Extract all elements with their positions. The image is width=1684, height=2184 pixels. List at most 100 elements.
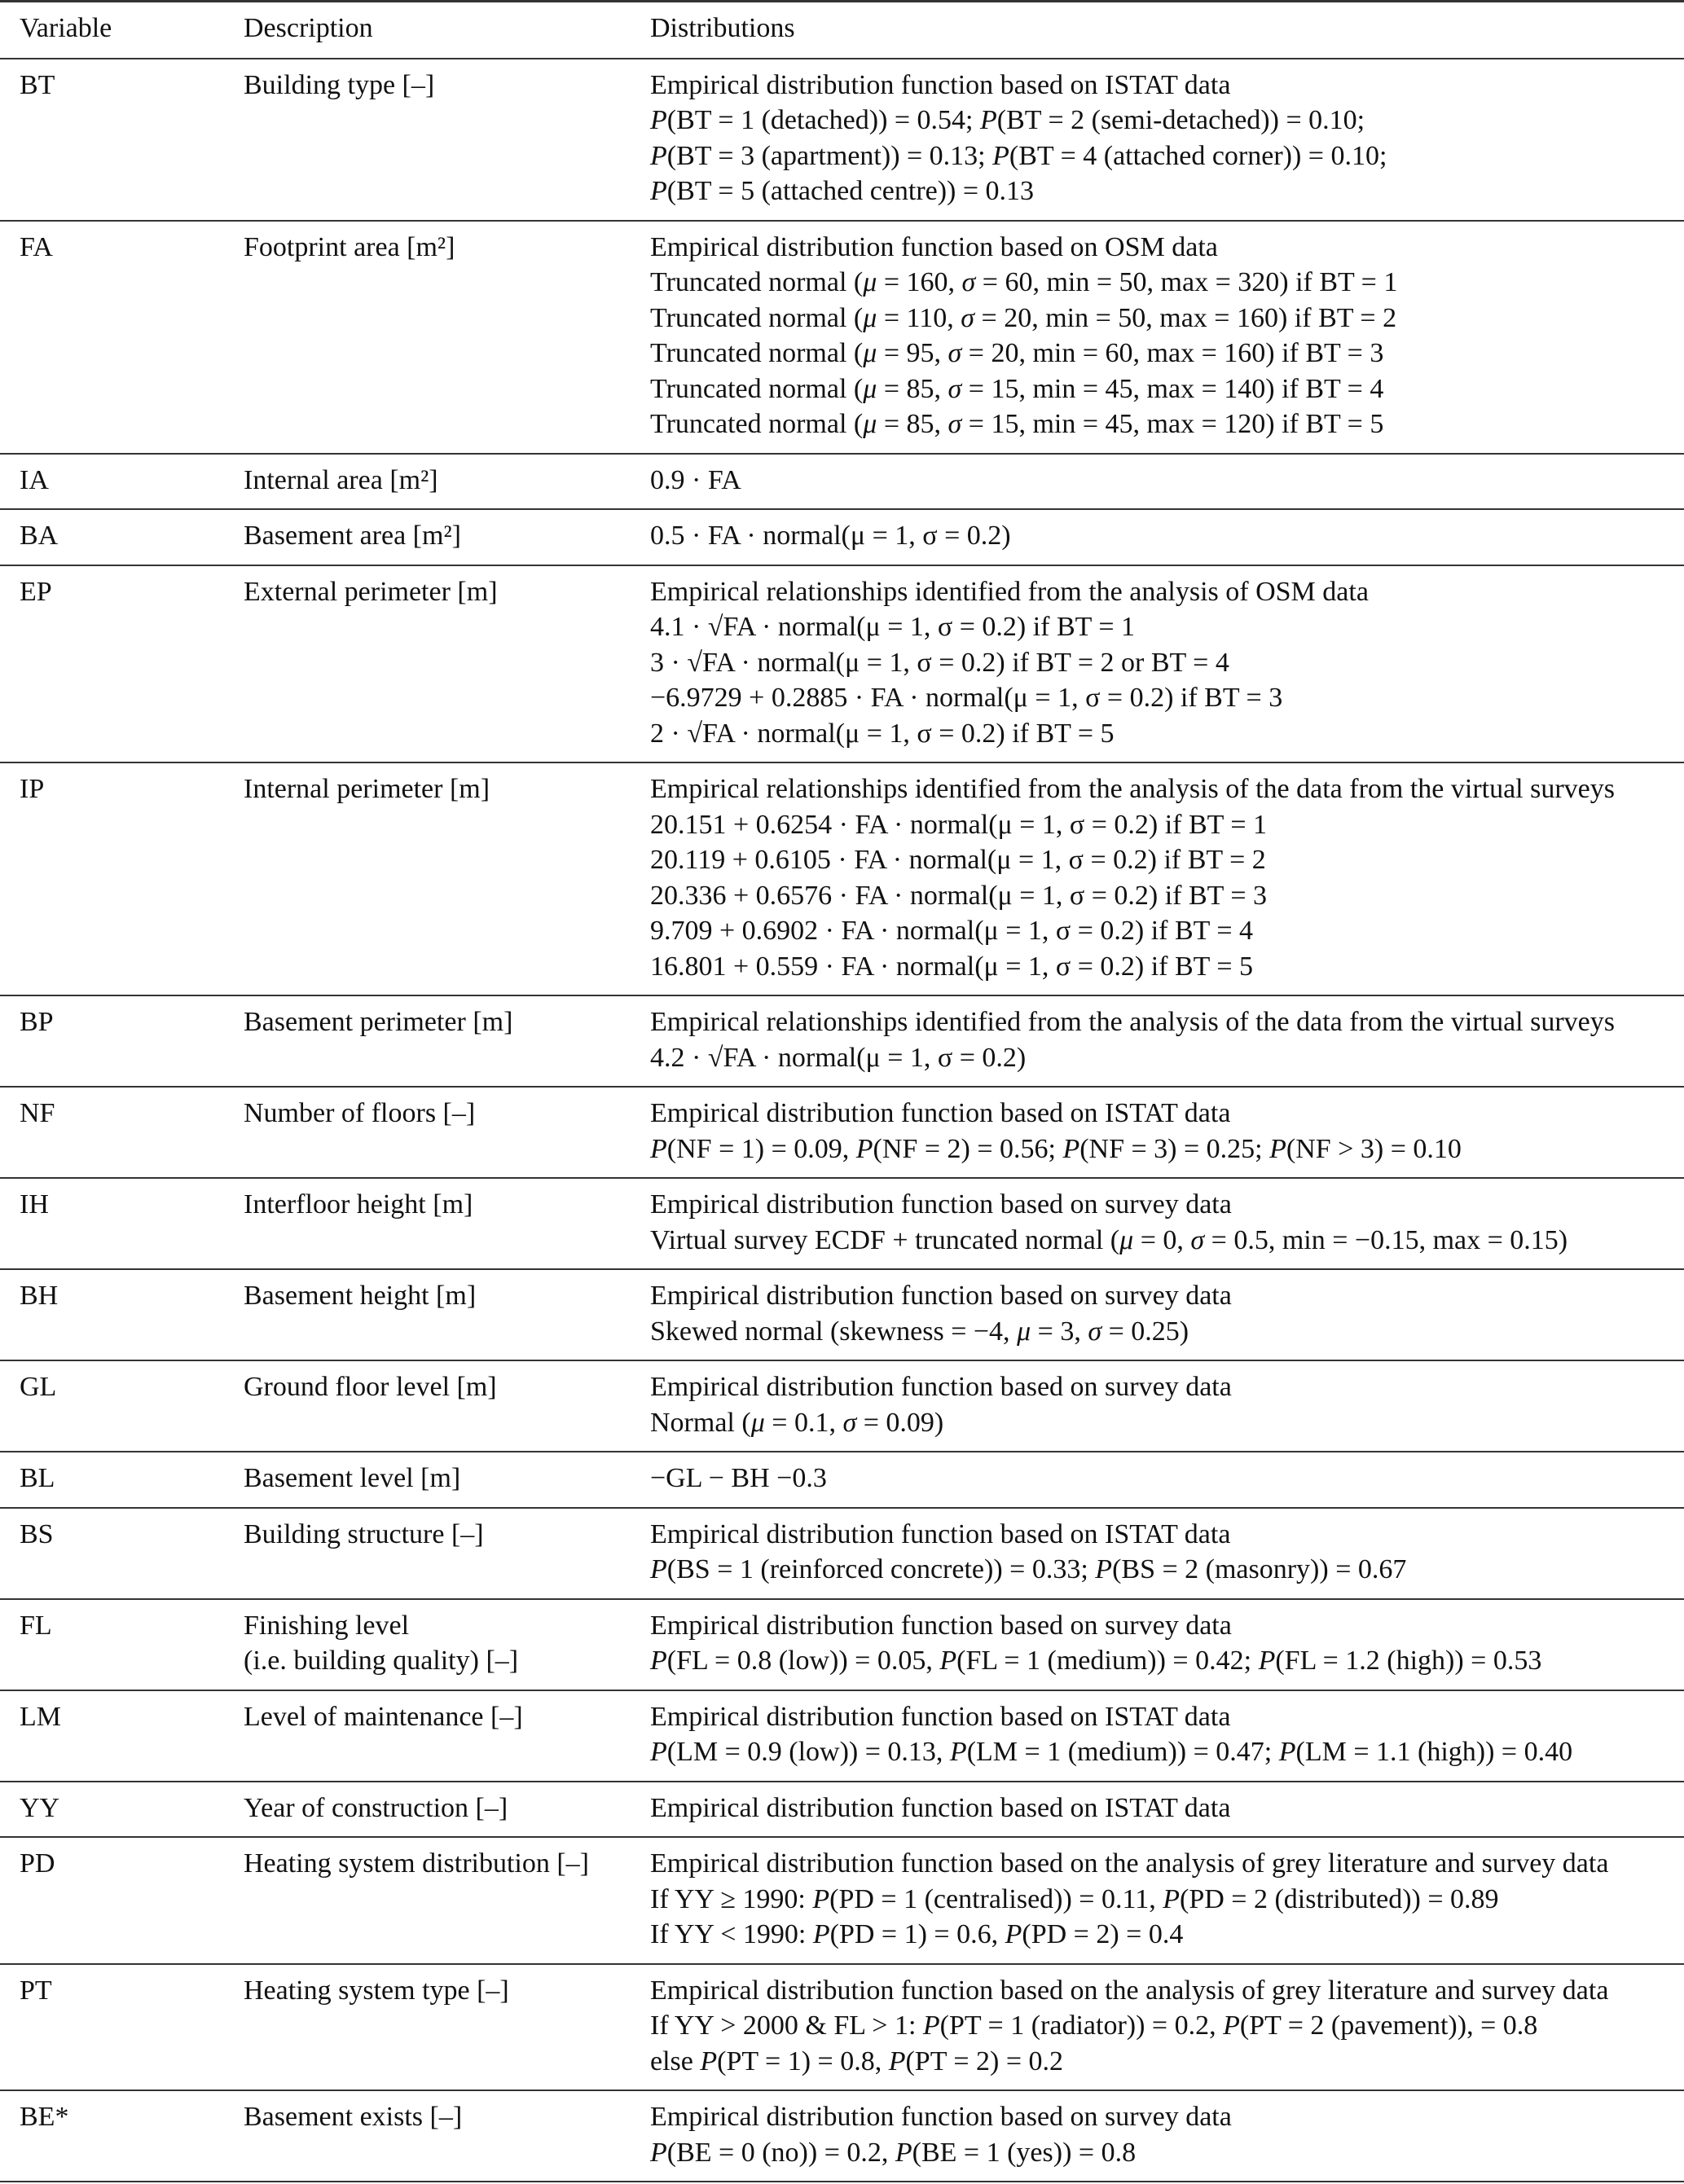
distribution-line: Empirical distribution function based on… [650,1975,1609,2006]
header-distributions: Distributions [650,13,795,43]
table-row: PD Heating system distribution [–] Empiric… [0,1837,1684,1964]
distributions-cell: Empirical distribution function based on… [650,1599,1684,1690]
description-cell: Building type [–] [244,59,650,221]
description-cell: Heating system type [–] [244,1964,650,2091]
header-variable: Variable [20,13,112,43]
distributions-cell: Empirical distribution function based on… [650,59,1684,221]
table-row: FA Footprint area [m²] Empirical distribut… [0,221,1684,454]
distribution-line: −GL − BH −0.3 [650,1463,827,1493]
table-row: IA Internal area [m²] 0.9 · FA [0,454,1684,510]
header-row: Variable Description Distributions [0,1,1684,59]
table-row: BP Basement perimeter [m] Empirical relati… [0,995,1684,1087]
description-line: Ground floor level [m] [244,1372,497,1402]
distribution-line: Truncated normal (μ = 85, σ = 15, min = … [650,373,1384,404]
variable-cell: BH [20,1281,59,1311]
distributions-cell: Empirical distribution function based on… [650,1360,1684,1452]
description-line: Internal area [m²] [244,464,438,495]
description-cell: Basement level [m] [244,1452,650,1508]
description-cell: Number of floors [–] [244,1087,650,1178]
distribution-line: Truncated normal (μ = 95, σ = 20, min = … [650,338,1384,368]
variable-cell: LM [20,1701,61,1732]
distribution-line: Empirical distribution function based on… [650,1792,1231,1823]
distribution-line: Empirical distribution function based on… [650,69,1231,100]
distributions-cell: Empirical relationships identified from … [650,995,1684,1087]
table-row: IP Internal perimeter [m] Empirical relati… [0,762,1684,995]
distribution-line: P(BT = 1 (detached)) = 0.54; P(BT = 2 (s… [650,105,1365,135]
distribution-line: Empirical distribution function based on… [650,1610,1232,1641]
variable-cell: BE* [20,2102,69,2132]
distribution-line: 2 · √FA · normal(μ = 1, σ = 0.2) if BT =… [650,718,1115,749]
distributions-cell: Empirical relationships identified from … [650,762,1684,995]
variable-cell: GL [20,1372,57,1402]
distribution-line: else P(PT = 1) = 0.8, P(PT = 2) = 0.2 [650,2046,1064,2076]
header-description: Description [244,13,373,43]
description-line: Year of construction [–] [244,1792,508,1823]
distribution-line: If YY < 1990: P(PD = 1) = 0.6, P(PD = 2)… [650,1919,1184,1949]
table-row: YY Year of construction [–] Empirical dist… [0,1782,1684,1838]
description-line: Basement exists [–] [244,2102,463,2132]
distribution-line: −6.9729 + 0.2885 · FA · normal(μ = 1, σ … [650,683,1283,713]
table-body: BT Building type [–] Empirical distributio… [0,59,1684,2182]
distribution-line: P(BE = 0 (no)) = 0.2, P(BE = 1 (yes)) = … [650,2137,1137,2168]
distribution-line: Skewed normal (skewness = −4, μ = 3, σ =… [650,1316,1189,1347]
distribution-line: Normal (μ = 0.1, σ = 0.09) [650,1407,944,1438]
description-line: Basement perimeter [m] [244,1007,513,1037]
distribution-line: Empirical distribution function based on… [650,1848,1609,1879]
distribution-line: If YY > 2000 & FL > 1: P(PT = 1 (radiato… [650,2010,1538,2041]
distribution-line: 0.5 · FA · normal(μ = 1, σ = 0.2) [650,521,1011,551]
distribution-line: Empirical distribution function based on… [650,1518,1231,1549]
description-line: Basement level [m] [244,1463,461,1493]
variable-cell: BP [20,1007,54,1037]
variable-cell: BL [20,1463,55,1493]
description-line: Building structure [–] [244,1518,484,1549]
table-row: BA Basement area [m²] 0.5 · FA · normal(μ … [0,509,1684,565]
variable-cell: PT [20,1975,52,2006]
table-row: BT Building type [–] Empirical distributio… [0,59,1684,221]
distributions-cell: 0.9 · FA [650,454,1684,510]
table-row: EP External perimeter [m] Empirical relati… [0,565,1684,763]
distributions-cell: Empirical distribution function based on… [650,1269,1684,1360]
description-cell: Interfloor height [m] [244,1178,650,1269]
distribution-line: Empirical distribution function based on… [650,231,1218,262]
distributions-cell: Empirical distribution function based on… [650,1837,1684,1964]
table-row: NF Number of floors [–] Empirical distribu… [0,1087,1684,1178]
distribution-line: P(BS = 1 (reinforced concrete)) = 0.33; … [650,1554,1407,1584]
distributions-cell: Empirical relationships identified from … [650,565,1684,763]
distribution-line: Virtual survey ECDF + truncated normal (… [650,1224,1568,1255]
table-header: Variable Description Distributions [0,1,1684,59]
table-row: BH Basement height [m] Empirical distribut… [0,1269,1684,1360]
distribution-line: 9.709 + 0.6902 · FA · normal(μ = 1, σ = … [650,916,1254,946]
distribution-line: 20.151 + 0.6254 · FA · normal(μ = 1, σ =… [650,809,1268,840]
description-line: Heating system distribution [–] [244,1848,590,1879]
distributions-cell: Empirical distribution function based on… [650,1782,1684,1838]
table-row: IH Interfloor height [m] Empirical distrib… [0,1178,1684,1269]
variable-cell: PD [20,1848,55,1879]
table-row: PT Heating system type [–] Empirical distr… [0,1964,1684,2091]
distributions-cell: Empirical distribution function based on… [650,1087,1684,1178]
description-cell: Internal area [m²] [244,454,650,510]
distribution-line: If YY ≥ 1990: P(PD = 1 (centralised)) = … [650,1883,1499,1914]
table-row: BS Building structure [–] Empirical distri… [0,1508,1684,1599]
distribution-line: P(BT = 5 (attached centre)) = 0.13 [650,176,1035,206]
distribution-line: Truncated normal (μ = 160, σ = 60, min =… [650,267,1398,297]
variable-cell: FL [20,1610,52,1641]
variable-cell: BA [20,521,59,551]
description-line: Basement area [m²] [244,521,461,551]
distribution-line: 3 · √FA · normal(μ = 1, σ = 0.2) if BT =… [650,647,1229,678]
distribution-line: Empirical relationships identified from … [650,1007,1616,1037]
distributions-cell: −GL − BH −0.3 [650,1452,1684,1508]
description-line: Internal perimeter [m] [244,774,490,804]
distribution-line: P(BT = 3 (apartment)) = 0.13; P(BT = 4 (… [650,140,1387,171]
distribution-line: 0.9 · FA [650,464,741,495]
table-row: BE* Basement exists [–] Empirical distribu… [0,2090,1684,2182]
distribution-line: 4.1 · √FA · normal(μ = 1, σ = 0.2) if BT… [650,612,1135,642]
description-line: Building type [–] [244,69,435,100]
table-row: BL Basement level [m] −GL − BH −0.3 [0,1452,1684,1508]
description-cell: External perimeter [m] [244,565,650,763]
description-cell: Basement exists [–] [244,2090,650,2182]
variable-cell: YY [20,1792,60,1823]
variable-cell: EP [20,576,52,607]
description-line: External perimeter [m] [244,576,498,607]
distributions-cell: Empirical distribution function based on… [650,1178,1684,1269]
